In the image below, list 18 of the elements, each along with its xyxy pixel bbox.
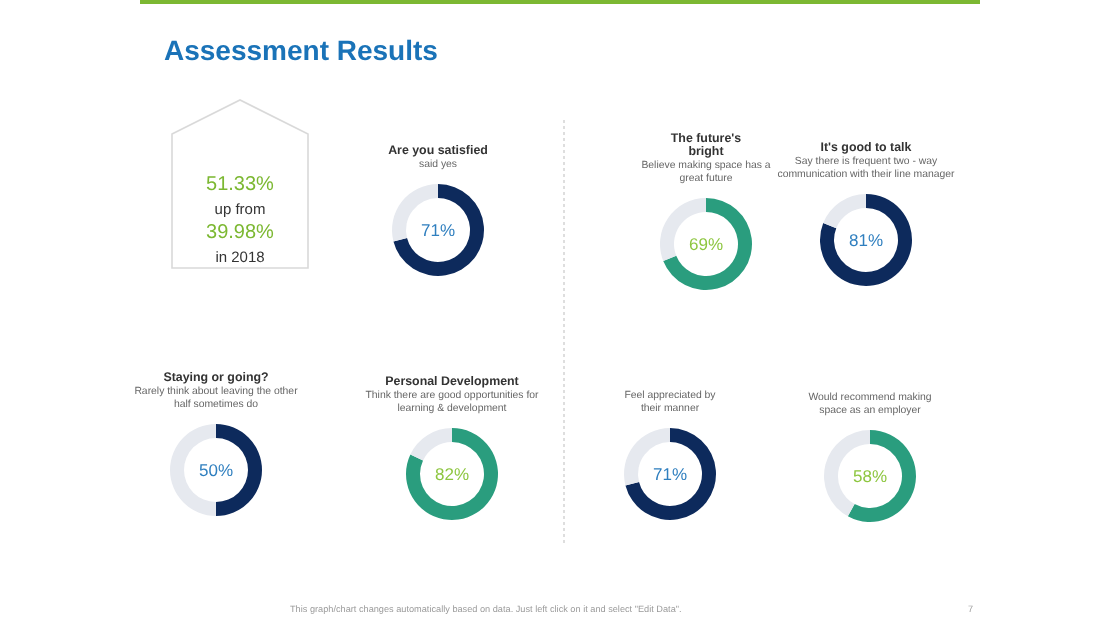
text: 58% [852,466,888,486]
text: Assessment Results [164,34,439,66]
donut-slice [410,428,452,461]
text: 69% [688,234,724,254]
donut-slice [820,194,912,286]
text: 81% [848,230,884,250]
donut-slice [663,198,752,290]
donut-slice [847,430,916,522]
text: 82% [434,464,470,484]
donut-slice [625,428,716,520]
text: 50% [198,460,234,480]
donut-slice [823,194,866,229]
text: 39.98% [206,222,275,244]
donut-slice [406,428,498,520]
text: 71% [652,464,688,484]
text: 51.33% [206,174,275,196]
donut-slice [393,184,484,276]
text: 71% [420,220,456,240]
